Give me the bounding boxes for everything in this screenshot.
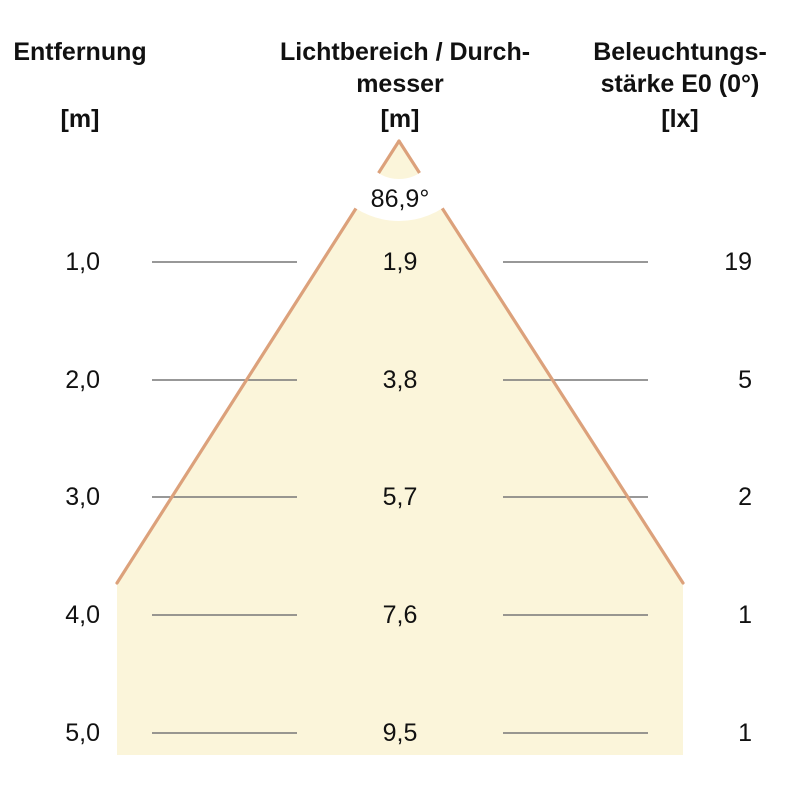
column-header-diameter-line2: messer (356, 70, 444, 98)
column-unit-illuminance: [lx] (661, 105, 699, 133)
distance-label-2: 2,0 (65, 366, 100, 394)
diameter-value-3: 5,7 (382, 483, 418, 511)
cone-fill-shape (117, 141, 683, 755)
cone-edge-left-line (115, 139, 401, 585)
column-header-illuminance-line2: stärke E0 (0°) (600, 70, 760, 98)
illuminance-value-5: 1 (738, 719, 752, 747)
diameter-value-1: 1,9 (382, 248, 418, 276)
column-unit-distance: [m] (60, 105, 100, 133)
column-header-illuminance: Beleuchtungs- stärke E0 (0°) (588, 36, 772, 100)
distance-label-4: 4,0 (65, 601, 100, 629)
column-header-distance: Entfernung (0, 36, 160, 68)
distance-label-1: 1,0 (65, 248, 100, 276)
cone-edge-right-line (397, 139, 685, 585)
illuminance-value-1: 19 (724, 248, 752, 276)
diameter-value-5: 9,5 (382, 719, 418, 747)
distance-label-3: 3,0 (65, 483, 100, 511)
column-header-diameter: Lichtbereich / Durch- messer (280, 36, 531, 100)
beam-angle-label: 86,9° (370, 185, 430, 213)
diameter-value-2: 3,8 (382, 366, 418, 394)
column-unit-diameter: [m] (380, 105, 420, 133)
illuminance-value-2: 5 (738, 366, 752, 394)
beam-angle-gap-arc (319, 61, 479, 221)
diameter-value-4: 7,6 (382, 601, 418, 629)
column-header-distance-line1: Entfernung (13, 38, 147, 66)
column-header-illuminance-line1: Beleuchtungs- (593, 38, 767, 66)
illuminance-value-3: 2 (738, 483, 752, 511)
column-header-diameter-line1: Lichtbereich / Durch- (280, 38, 531, 66)
illuminance-value-4: 1 (738, 601, 752, 629)
distance-label-5: 5,0 (65, 719, 100, 747)
